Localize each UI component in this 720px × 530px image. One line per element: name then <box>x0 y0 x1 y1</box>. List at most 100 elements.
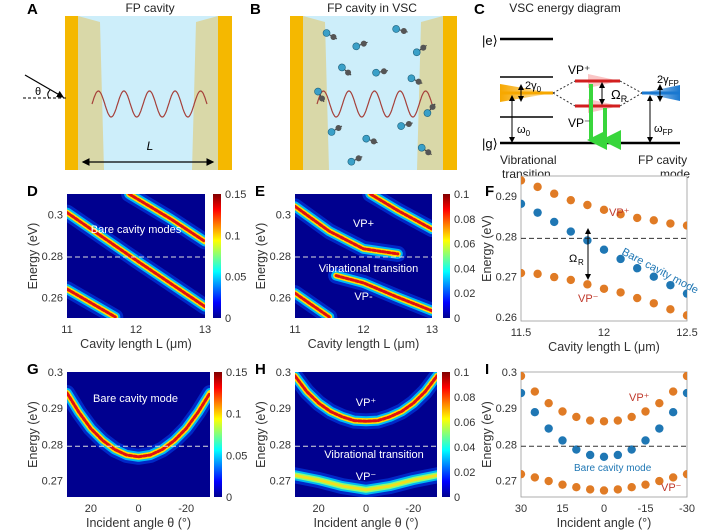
svg-text:2γFP: 2γFP <box>657 74 679 88</box>
data-point-bare-cavity <box>544 424 553 433</box>
molecule-atom <box>425 149 432 156</box>
svg-text:2γ0: 2γ0 <box>525 80 542 94</box>
x-tick-label: 11.5 <box>511 327 532 339</box>
annotation-vp-minus: VP- <box>354 291 373 303</box>
data-point-vp-minus <box>550 272 559 282</box>
y-tick-label: 0.3 <box>48 367 63 379</box>
x-tick-label: 13 <box>426 324 438 336</box>
data-point-vp-plus <box>633 213 642 223</box>
omega-fp-sub: FP <box>663 128 673 137</box>
y-tick-label: 0.28 <box>42 251 63 263</box>
omega0-sub: 0 <box>526 129 531 138</box>
molecule <box>392 25 408 35</box>
colorbar <box>442 372 450 497</box>
panel-label-d: D <box>27 183 38 200</box>
data-point-vp-plus <box>641 407 650 416</box>
chart-panel-h: H 0 0.02 0.04 0.06 0.08 0.1 20 0 -20 0.27 0.28 0.29 0… <box>254 361 475 530</box>
colorbar-tick-label: 0 <box>225 313 231 325</box>
label-vp-plus: VP⁺ <box>629 392 650 404</box>
data-point-vp-minus <box>655 476 664 486</box>
panel-label-i: I <box>485 361 489 378</box>
heatmap-band-2 <box>121 194 205 250</box>
x-axis-label: Incident angle (°) <box>557 516 652 530</box>
data-point-vp-plus <box>550 189 559 198</box>
heatmap-band-3 <box>67 281 124 318</box>
x-tick-label: 12.5 <box>676 327 697 339</box>
heatmap-band-2 <box>295 467 437 497</box>
charts: D 0 0.05 0.1 0.15 11 12 13 0.26 0.28 0.3 Cavity len… <box>26 175 700 530</box>
heatmap-band-1 <box>295 198 406 262</box>
band-core <box>67 211 205 309</box>
y-tick-label: 0.28 <box>270 439 291 451</box>
molecule <box>327 125 343 136</box>
x-axis-label: Cavity length L (μm) <box>548 340 660 354</box>
data-point-vp-minus <box>585 485 595 494</box>
panel-label-a: A <box>27 1 38 18</box>
molecule-atom <box>407 74 416 83</box>
plot-content <box>295 372 437 497</box>
molecule-atom <box>330 34 337 40</box>
data-point-vp-minus <box>583 280 592 289</box>
data-point-vp-plus <box>668 387 678 396</box>
x-tick-label: 13 <box>199 324 211 336</box>
label-vp-minus: VP⁻ <box>661 482 682 494</box>
x-axis-label: Incident angle θ (°) <box>86 516 191 530</box>
y-tick-label: 0.29 <box>496 403 517 415</box>
data-point-vp-minus <box>682 311 687 320</box>
molecule <box>322 29 338 40</box>
x-tick-label: 12 <box>598 327 610 339</box>
data-point-bare-cavity <box>583 236 592 245</box>
omega-fp-label: ω <box>654 123 663 135</box>
colorbar-tick-label: 0.15 <box>226 367 247 379</box>
y-tick-label: 0.26 <box>42 292 63 304</box>
data-point-vp-minus <box>613 485 623 494</box>
annotation-bare-cavity-modes: Bare cavity modes <box>91 224 182 236</box>
left-mirror <box>290 16 303 170</box>
gamma0-label: 2γ <box>525 80 537 92</box>
y-tick-label: 0.29 <box>270 403 291 415</box>
annotation-bare-cavity-mode: Bare cavity mode <box>93 393 178 405</box>
data-point-vp-minus <box>566 275 575 285</box>
annotation-vibrational-transition: Vibrational transition <box>324 449 423 461</box>
y-axis-label: Energy (eV) <box>480 401 494 468</box>
x-tick-label: 12 <box>130 324 142 336</box>
data-point-vp-plus <box>558 407 567 416</box>
gamma-fp-sub: FP <box>669 79 679 88</box>
band-core <box>295 291 331 318</box>
panel-label-h: H <box>255 361 266 378</box>
y-axis-label: Energy (eV) <box>26 223 40 290</box>
heatmap-band-1 <box>295 372 437 430</box>
excited-state-label: |e⟩ <box>482 33 498 48</box>
band-core <box>67 391 210 459</box>
data-point-bare-cavity <box>668 408 678 417</box>
gamma-fp-label: 2γ <box>657 74 669 86</box>
label-vp-plus: VP⁺ <box>609 207 630 219</box>
data-point-vp-minus <box>668 473 678 482</box>
colorbar-tick-label: 0.02 <box>454 467 475 479</box>
data-point-bare-cavity <box>530 408 540 417</box>
y-axis-label: Energy (eV) <box>254 401 268 468</box>
panel-label-e: E <box>255 183 265 200</box>
angle-arc <box>47 89 51 99</box>
x-tick-label: 0 <box>135 503 141 515</box>
molecule-atom <box>345 69 352 76</box>
data-point-bare-cavity <box>599 452 609 461</box>
chart-panel-e: E 0 0.02 0.04 0.06 0.08 0.1 11 12 13 0.26 0.28 0.3 Ca… <box>254 183 475 351</box>
data-point-bare-cavity <box>655 424 664 433</box>
molecule-atom <box>347 157 356 166</box>
data-point-vp-plus <box>666 219 675 228</box>
data-point-vp-plus <box>682 221 687 230</box>
annotation-vp-plus: VP⁺ <box>356 397 377 409</box>
colorbar-tick-label: 0.04 <box>454 442 475 454</box>
label-rabi: Ω <box>569 253 577 265</box>
data-point-bare-cavity <box>558 436 567 445</box>
colorbar-tick-label: 0.02 <box>454 288 475 300</box>
data-point-vp-minus <box>530 473 540 482</box>
data-point-vp-plus <box>627 412 636 422</box>
data-point-vp-plus <box>583 200 592 210</box>
data-point-bare-cavity <box>521 388 526 398</box>
data-point-vp-minus <box>558 480 567 489</box>
colorbar-tick-label: 0.1 <box>454 189 469 201</box>
x-tick-label: -20 <box>405 503 421 515</box>
gamma0-sub: 0 <box>537 85 542 94</box>
